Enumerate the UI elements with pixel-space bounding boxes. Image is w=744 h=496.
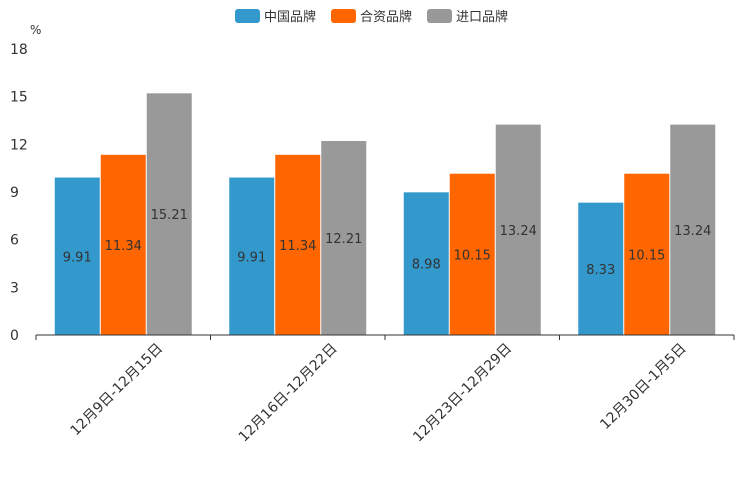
bar — [403, 192, 449, 335]
bar-value-label: 15.21 — [151, 208, 188, 223]
y-axis-unit-label: % — [30, 23, 41, 37]
bar-value-label: 12.21 — [325, 232, 362, 247]
bar-value-label: 8.98 — [412, 258, 441, 273]
legend-label: 进口品牌 — [456, 9, 508, 25]
bar-value-label: 8.33 — [586, 263, 615, 278]
bar — [275, 154, 321, 335]
bar — [449, 173, 495, 335]
y-tick-label: 12 — [10, 137, 28, 153]
legend: 中国品牌 合资品牌 进口品牌 — [235, 9, 508, 25]
bar-value-label: 10.15 — [628, 248, 665, 263]
bar — [578, 202, 624, 335]
bar — [146, 93, 192, 335]
x-category-label: 12月16日-12月22日 — [236, 341, 341, 446]
bar-value-label: 13.24 — [500, 224, 537, 239]
y-tick-label: 18 — [10, 42, 28, 58]
legend-swatch — [235, 9, 260, 23]
bar-value-label: 9.91 — [237, 250, 266, 265]
bar — [100, 154, 146, 335]
bar — [495, 124, 541, 336]
y-tick-label: 3 — [10, 280, 19, 296]
y-tick-label: 15 — [10, 90, 28, 106]
bars — [54, 93, 716, 336]
bar — [670, 124, 716, 336]
bar — [54, 177, 100, 335]
y-tick-label: 9 — [10, 185, 19, 201]
data-labels: 9.91 11.34 15.21 9.91 11.34 12.21 8.98 10.15 13.… — [63, 208, 712, 278]
y-axis: 0 3 6 9 12 15 18 — [10, 42, 28, 344]
legend-label: 中国品牌 — [264, 9, 316, 25]
x-category-label: 12月23日-12月29日 — [410, 341, 515, 446]
legend-swatch — [331, 9, 356, 23]
y-tick-label: 6 — [10, 233, 19, 249]
bar-value-label: 11.34 — [105, 239, 142, 254]
bar-value-label: 10.15 — [454, 248, 491, 263]
bar — [321, 140, 367, 335]
legend-swatch — [427, 9, 452, 23]
x-category-label: 12月30日-1月5日 — [597, 341, 689, 433]
bar-value-label: 9.91 — [63, 250, 92, 265]
y-tick-label: 0 — [10, 328, 19, 344]
x-axis: 12月9日-12月15日 12月16日-12月22日 12月23日-12月29日 12… — [35, 334, 735, 446]
bar — [624, 173, 670, 335]
bar-value-label: 11.34 — [279, 239, 316, 254]
bar-value-label: 13.24 — [674, 224, 711, 239]
x-category-label: 12月9日-12月15日 — [68, 341, 167, 440]
bar — [229, 177, 275, 335]
legend-label: 合资品牌 — [360, 9, 412, 25]
